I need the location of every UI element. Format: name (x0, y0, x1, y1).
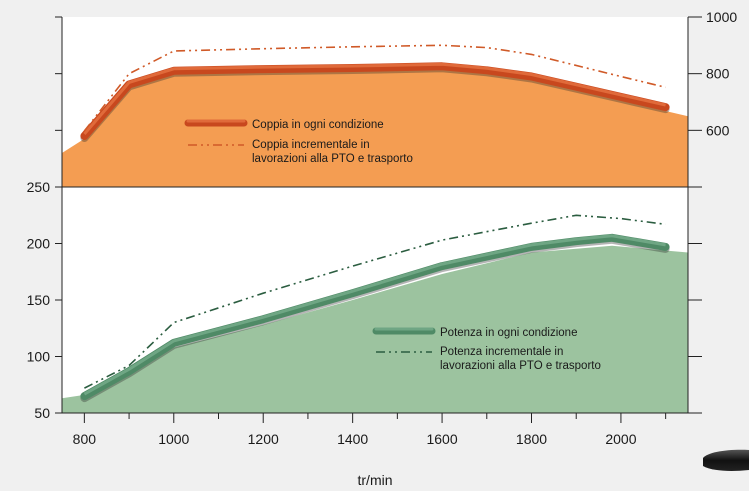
y-left-tick-label: 150 (27, 292, 51, 308)
legend-torque: Coppia in ogni condizione Coppia increme… (184, 119, 413, 165)
series-potenza-band-highlight (83, 234, 666, 396)
y-right-tick-label: 800 (706, 66, 730, 82)
series-layer (80, 44, 670, 403)
legend-label-coppia: Coppia in ogni condizione (252, 119, 384, 131)
x-tick-label: 1600 (426, 431, 457, 447)
y-left-tick-label: 200 (27, 236, 51, 252)
legend-label-potenza-incrementale: Potenza incrementale in lavorazioni alla… (440, 346, 601, 372)
y-left-tick-label: 100 (27, 349, 51, 365)
series-coppia-band (80, 62, 670, 140)
axes-layer: 50 100 150 200 250 600 800 1000 800 1000 1200 1400 1… (27, 9, 738, 447)
x-tick-label: 1000 (158, 431, 189, 447)
legend-label-potenza: Potenza in ogni condizione (440, 327, 577, 339)
y-left-tick-label: 250 (27, 179, 51, 195)
x-tick-label: 1400 (337, 431, 368, 447)
legend-power: Potenza in ogni condizione Potenza incre… (372, 327, 601, 372)
decorative-puck-image (703, 449, 749, 471)
y-left-tick-label: 50 (34, 405, 50, 421)
y-right-tick-label: 600 (706, 122, 730, 138)
series-coppia-band-highlight (83, 62, 666, 135)
legend-label-coppia-incrementale: Coppia incrementale in lavorazioni alla … (252, 139, 413, 165)
torque-area (62, 69, 688, 187)
series-potenza-incrementale-dashdot (84, 214, 666, 389)
series-potenza-band (80, 233, 670, 401)
series-coppia-incrementale-dashdot (83, 44, 666, 132)
x-tick-label: 800 (73, 431, 97, 447)
x-tick-label: 1800 (516, 431, 547, 447)
y-right-tick-label: 1000 (706, 9, 737, 25)
x-axis-label: tr/min (358, 472, 393, 488)
x-tick-label: 1200 (248, 431, 279, 447)
x-tick-label: 2000 (605, 431, 636, 447)
